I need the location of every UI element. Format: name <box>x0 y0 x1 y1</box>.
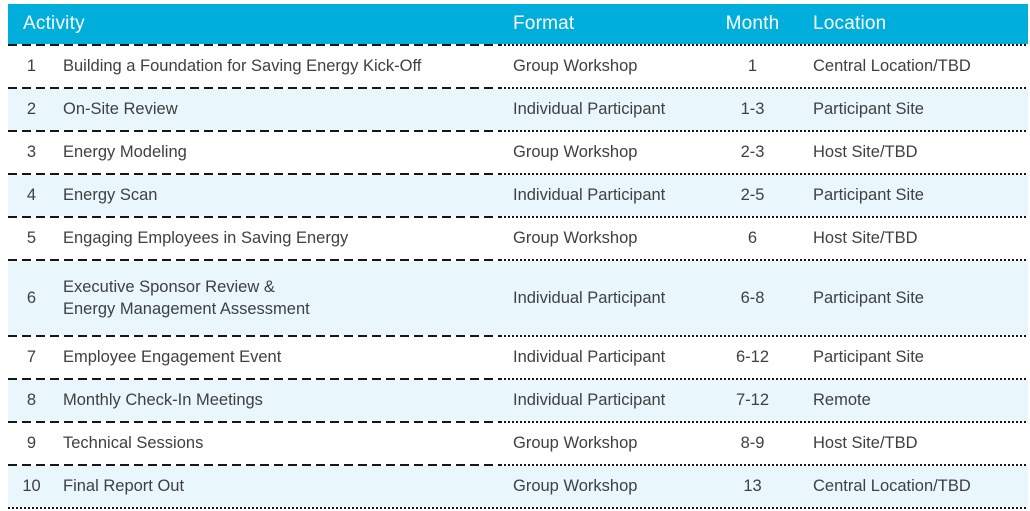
cell-location: Central Location/TBD <box>813 477 971 495</box>
cell-activity: Energy Scan <box>63 186 158 205</box>
row-separator <box>8 130 1028 132</box>
cell-activity: Technical Sessions <box>63 434 204 453</box>
cell-activity-number: 2 <box>26 100 37 118</box>
row-separator <box>8 44 1028 46</box>
cell-month: 13 <box>743 477 762 495</box>
row-separator <box>8 173 1028 175</box>
cell-activity-number: 6 <box>26 288 37 307</box>
cell-activity: Building a Foundation for Saving Energy … <box>63 57 422 76</box>
cell-activity: Final Report Out <box>63 477 185 496</box>
cell-month: 6-12 <box>735 348 770 366</box>
cell-format: Individual Participant <box>513 391 666 409</box>
row-separator <box>8 421 1028 423</box>
table-row: 3 Energy Modeling Group Workshop 2-3 Hos… <box>8 132 1028 173</box>
cell-location: Participant Site <box>813 288 924 307</box>
table-bottom-border <box>8 507 1028 509</box>
cell-activity-number: 10 <box>22 477 41 495</box>
table-row: 1 Building a Foundation for Saving Energ… <box>8 46 1028 87</box>
cell-location: Central Location/TBD <box>813 57 971 75</box>
cell-format: Group Workshop <box>513 143 638 161</box>
cell-location: Participant Site <box>813 100 924 118</box>
cell-activity: Energy Modeling <box>63 143 187 162</box>
cell-format: Individual Participant <box>513 100 666 118</box>
cell-month: 1-3 <box>740 100 765 118</box>
cell-location: Participant Site <box>813 348 924 366</box>
cell-format: Group Workshop <box>513 229 638 247</box>
table-row: 2 On-Site Review Individual Participant … <box>8 89 1028 130</box>
cell-month: 2-3 <box>740 143 765 161</box>
cell-location: Host Site/TBD <box>813 434 918 452</box>
cell-activity: Employee Engagement Event <box>63 348 282 367</box>
cell-activity: Monthly Check-In Meetings <box>63 391 263 410</box>
table-row: 10 Final Report Out Group Workshop 13 Ce… <box>8 466 1028 507</box>
row-separator <box>8 87 1028 89</box>
cell-location: Host Site/TBD <box>813 143 918 161</box>
row-separator <box>8 259 1028 261</box>
table-header-row: Activity Format Month Location <box>8 4 1028 44</box>
table-row: 5 Engaging Employees in Saving Energy Gr… <box>8 218 1028 259</box>
header-activity: Activity <box>23 13 85 34</box>
row-separator <box>8 216 1028 218</box>
cell-format: Individual Participant <box>513 186 666 204</box>
header-month: Month <box>725 13 780 34</box>
header-format: Format <box>513 13 575 34</box>
table-row: 6 Executive Sponsor Review & Energy Mana… <box>8 261 1028 335</box>
cell-format: Group Workshop <box>513 477 638 495</box>
activity-schedule-table: Activity Format Month Location 1 Buildin… <box>8 4 1028 509</box>
cell-format: Individual Participant <box>513 348 666 366</box>
cell-month: 2-5 <box>740 186 765 204</box>
cell-activity-number: 7 <box>26 348 37 366</box>
cell-activity: On-Site Review <box>63 100 178 119</box>
cell-location: Host Site/TBD <box>813 229 918 247</box>
cell-month: 1 <box>747 57 758 75</box>
cell-activity-number: 5 <box>26 229 37 247</box>
cell-month: 8-9 <box>740 434 765 452</box>
header-location: Location <box>813 13 887 34</box>
table-row: 7 Employee Engagement Event Individual P… <box>8 337 1028 378</box>
cell-format: Individual Participant <box>513 288 666 307</box>
cell-month: 7-12 <box>735 391 770 409</box>
cell-activity: Executive Sponsor Review & Energy Manage… <box>63 277 310 318</box>
cell-location: Participant Site <box>813 186 924 204</box>
row-separator <box>8 378 1028 380</box>
table-row: 4 Energy Scan Individual Participant 2-5… <box>8 175 1028 216</box>
cell-activity: Engaging Employees in Saving Energy <box>63 229 349 248</box>
cell-activity-number: 9 <box>26 434 37 452</box>
cell-format: Group Workshop <box>513 434 638 452</box>
cell-activity-number: 4 <box>26 186 37 204</box>
cell-activity-number: 3 <box>26 143 37 161</box>
row-separator <box>8 464 1028 466</box>
table-row: 8 Monthly Check-In Meetings Individual P… <box>8 380 1028 421</box>
cell-month: 6 <box>747 229 758 247</box>
cell-activity-number: 8 <box>26 391 37 409</box>
cell-location: Remote <box>813 391 871 409</box>
row-separator <box>8 335 1028 337</box>
cell-format: Group Workshop <box>513 57 638 75</box>
cell-month: 6-8 <box>740 288 765 307</box>
cell-activity-number: 1 <box>26 57 37 75</box>
table-row: 9 Technical Sessions Group Workshop 8-9 … <box>8 423 1028 464</box>
